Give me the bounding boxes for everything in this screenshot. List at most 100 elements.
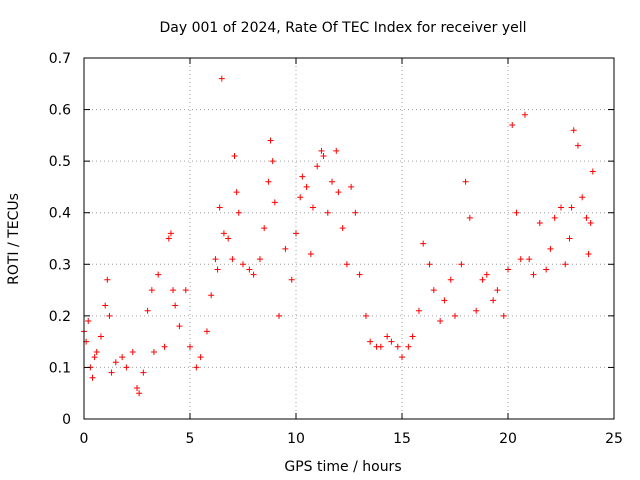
data-point <box>587 220 594 227</box>
data-point <box>415 307 422 314</box>
data-point <box>303 183 310 190</box>
data-point <box>161 343 168 350</box>
y-tick-label: 0.6 <box>49 103 71 119</box>
data-point <box>187 343 193 350</box>
data-point <box>509 122 516 129</box>
data-point <box>197 354 204 361</box>
data-point <box>547 245 554 252</box>
data-point <box>339 225 346 232</box>
data-point <box>104 276 111 283</box>
data-point <box>352 209 359 216</box>
y-tick-labels: 0 0.1 0.2 0.3 0.4 0.5 0.6 0.7 <box>49 51 71 428</box>
data-point <box>314 163 321 170</box>
data-point <box>574 142 581 149</box>
data-point <box>462 178 469 185</box>
data-point <box>265 178 272 185</box>
y-tick-label: 0.1 <box>49 360 71 376</box>
data-point <box>108 369 115 376</box>
data-point <box>377 343 384 350</box>
data-point <box>388 338 395 345</box>
data-point <box>182 287 189 294</box>
data-point <box>276 312 283 319</box>
data-point <box>85 318 92 325</box>
data-point <box>409 333 416 340</box>
data-point <box>500 312 507 319</box>
data-point <box>250 271 257 278</box>
y-tick-label: 0.2 <box>49 309 71 325</box>
data-point <box>91 354 98 361</box>
data-point <box>218 75 225 82</box>
y-tick-label: 0.4 <box>49 206 71 222</box>
data-point <box>343 261 350 268</box>
data-point <box>513 209 520 216</box>
data-point <box>165 235 172 242</box>
data-point <box>543 266 550 273</box>
data-point <box>335 189 342 196</box>
data-point <box>399 354 405 361</box>
data-point <box>97 333 104 340</box>
data-point <box>307 250 314 257</box>
x-tick-label: 10 <box>287 431 305 447</box>
data-point <box>452 312 458 319</box>
data-point <box>441 297 448 304</box>
data-point <box>299 173 306 180</box>
data-point <box>526 256 533 263</box>
data-point <box>129 348 136 355</box>
y-tick-label: 0.5 <box>49 154 71 170</box>
data-point <box>150 348 157 355</box>
data-point <box>102 302 109 309</box>
data-point <box>329 178 336 185</box>
data-point <box>267 137 274 144</box>
y-tick-label: 0.7 <box>49 51 71 67</box>
data-point <box>384 333 391 340</box>
data-point <box>570 127 577 134</box>
data-point <box>140 369 147 376</box>
data-point <box>119 354 126 361</box>
data-point <box>123 364 130 371</box>
data-point <box>394 343 401 350</box>
data-point <box>148 287 155 294</box>
data-points <box>81 75 596 397</box>
data-point <box>269 158 276 165</box>
data-point <box>170 287 177 294</box>
data-point <box>426 261 433 268</box>
data-point <box>220 230 227 237</box>
data-point <box>176 323 183 330</box>
data-point <box>155 271 162 278</box>
data-point <box>367 338 374 345</box>
x-tick-label: 20 <box>499 431 517 447</box>
data-point <box>193 364 200 371</box>
y-axis-label: ROTI / TECUs <box>6 193 22 285</box>
data-point <box>517 256 524 263</box>
data-point <box>229 256 236 263</box>
data-point <box>134 385 140 392</box>
data-point <box>362 312 369 319</box>
data-point <box>256 256 263 263</box>
data-point <box>261 225 268 232</box>
data-point <box>466 214 473 221</box>
data-point <box>216 204 223 211</box>
chart-title: Day 001 of 2024, Rate Of TEC Index for r… <box>159 20 526 36</box>
data-point <box>589 168 596 175</box>
data-point <box>318 147 325 154</box>
data-point <box>208 292 215 299</box>
data-point <box>536 220 543 227</box>
data-point <box>233 189 240 196</box>
data-point <box>583 214 590 221</box>
x-axis-label: GPS time / hours <box>284 459 401 475</box>
data-point <box>293 230 299 237</box>
data-point <box>214 266 221 273</box>
x-tick-label: 0 <box>80 431 89 447</box>
data-point <box>420 240 427 247</box>
data-point <box>297 194 304 201</box>
plot-frame <box>83 57 615 420</box>
data-point <box>521 111 528 118</box>
x-tick-label: 25 <box>605 431 623 447</box>
data-point <box>324 209 331 216</box>
data-point <box>348 183 355 190</box>
data-point <box>231 152 238 159</box>
data-point <box>225 235 232 242</box>
data-point <box>405 343 412 350</box>
data-point <box>551 214 558 221</box>
